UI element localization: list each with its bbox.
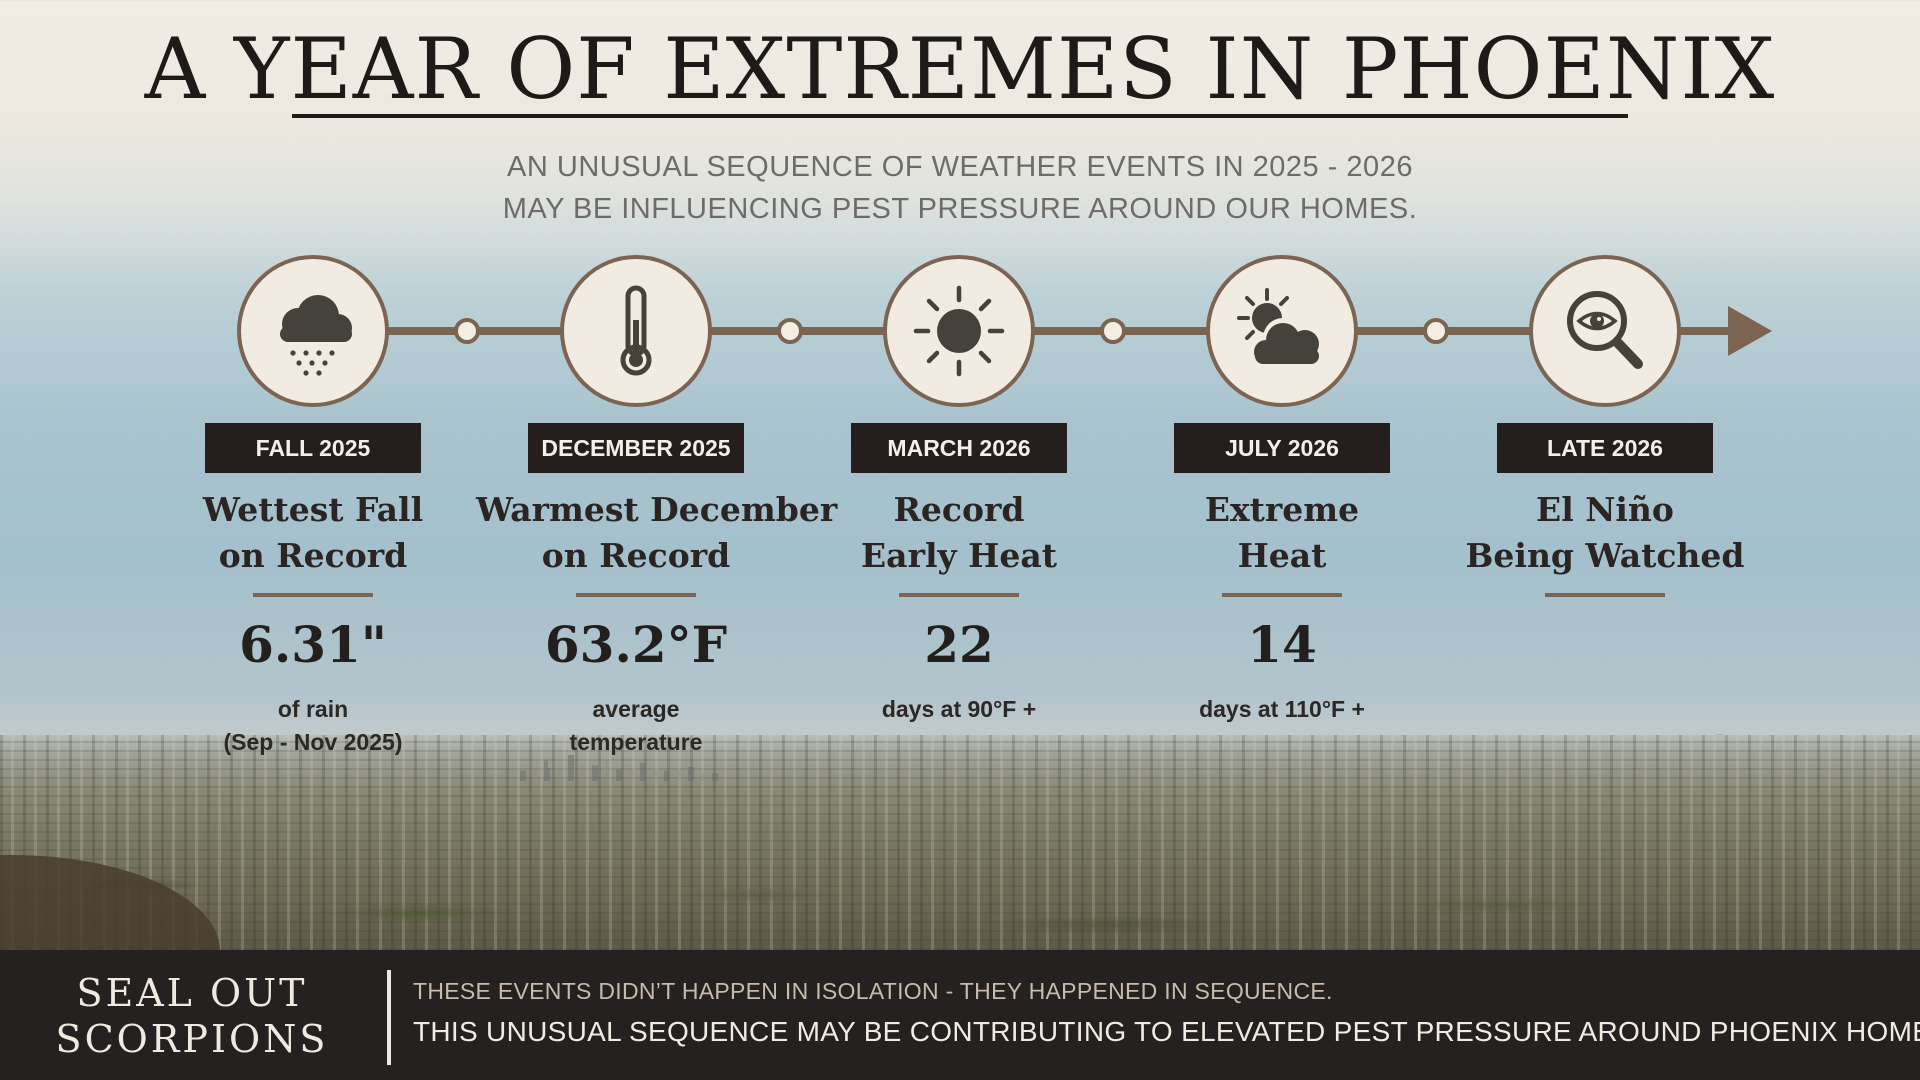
event-stat: 63.2°F	[544, 615, 728, 674]
icon-circle-july-2026	[1206, 255, 1358, 407]
event-divider	[576, 593, 696, 597]
timeline-event-2: DECEMBER 2025 Warmest December on Record…	[476, 423, 838, 759]
event-title: Wettest Fall on Record	[153, 487, 473, 579]
subtitle-line-1: AN UNUSUAL SEQUENCE OF WEATHER EVENTS IN…	[507, 151, 1413, 183]
icon-circle-december-2025	[560, 255, 712, 407]
event-title: Extreme Heat	[1122, 487, 1442, 579]
event-stat: 14	[1247, 615, 1317, 674]
event-title-line-2: on Record	[218, 536, 408, 575]
event-title-line-2: on Record	[541, 536, 731, 575]
timeline-arrowhead	[1728, 306, 1772, 356]
period-badge: DECEMBER 2025	[528, 423, 744, 473]
event-title: El Niño Being Watched	[1445, 487, 1765, 579]
event-divider	[253, 593, 373, 597]
stat-label-line-1: days at 90°F +	[881, 696, 1037, 722]
event-title-line-2: Early Heat	[861, 536, 1057, 575]
footer-divider	[387, 970, 391, 1065]
stat-label-line-1: average	[592, 696, 680, 722]
timeline-event-5: LATE 2026 El Niño Being Watched	[1445, 423, 1765, 597]
timeline-connector-dot	[454, 318, 480, 344]
event-stat: 6.31"	[239, 615, 387, 674]
stat-label-line-2: temperature	[569, 729, 703, 755]
event-title-line-1: Warmest December	[476, 490, 838, 529]
event-stat-label: days at 110°F +	[1122, 693, 1442, 726]
timeline-connector-dot	[1423, 318, 1449, 344]
event-title-line-1: El Niño	[1536, 490, 1674, 529]
footer-note: THESE EVENTS DIDN’T HAPPEN IN ISOLATION …	[413, 978, 1333, 1004]
event-title-line-2: Being Watched	[1465, 536, 1745, 575]
brand-line-1: SEAL OUT	[76, 971, 308, 1015]
footer-message: THIS UNUSUAL SEQUENCE MAY BE CONTRIBUTIN…	[413, 1016, 1920, 1047]
event-title: Warmest December on Record	[476, 487, 838, 579]
event-divider	[1545, 593, 1665, 597]
event-stat-label: average temperature	[476, 693, 796, 759]
stat-label-line-1: of rain	[277, 696, 349, 722]
period-badge: MARCH 2026	[851, 423, 1067, 473]
page-subtitle: AN UNUSUAL SEQUENCE OF WEATHER EVENTS IN…	[0, 146, 1920, 230]
timeline-event-1: FALL 2025 Wettest Fall on Record 6.31" o…	[153, 423, 473, 759]
brand-logo: SEAL OUT SCORPIONS	[42, 970, 342, 1062]
event-title-line-1: Wettest Fall	[202, 490, 424, 529]
period-badge: FALL 2025	[205, 423, 421, 473]
event-title-line-2: Heat	[1237, 536, 1327, 575]
event-stat-label: days at 90°F +	[799, 693, 1119, 726]
event-divider	[1222, 593, 1342, 597]
event-divider	[899, 593, 1019, 597]
rain-cloud-icon	[280, 295, 352, 376]
icon-circle-late-2026	[1529, 255, 1681, 407]
timeline-connector-dot	[777, 318, 803, 344]
event-title-line-1: Extreme	[1204, 490, 1360, 529]
timeline-event-3: MARCH 2026 Record Early Heat 22 days at …	[799, 423, 1119, 726]
period-badge: JULY 2026	[1174, 423, 1390, 473]
footer-bar: SEAL OUT SCORPIONS	[0, 950, 1920, 1080]
thermometer-icon	[620, 285, 652, 376]
event-title: Record Early Heat	[799, 487, 1119, 579]
timeline-connector-dot	[1100, 318, 1126, 344]
magnifying-glass-eye-icon	[1567, 291, 1643, 369]
event-stat-label: of rain (Sep - Nov 2025)	[153, 693, 473, 759]
icon-circle-march-2026	[883, 255, 1035, 407]
subtitle-line-2: MAY BE INFLUENCING PEST PRESSURE AROUND …	[502, 193, 1418, 225]
icon-circle-fall-2025	[237, 255, 389, 407]
event-title-line-1: Record	[893, 490, 1025, 529]
page-title: A YEAR OF EXTREMES IN PHOENIX	[144, 20, 1776, 118]
city-skyline-photo	[0, 735, 1920, 950]
title-underline	[292, 114, 1628, 118]
sun-icon	[913, 285, 1005, 377]
sun-behind-cloud-icon	[1237, 288, 1322, 365]
brand-line-2: SCORPIONS	[55, 1017, 329, 1061]
event-stat: 22	[924, 615, 994, 674]
stat-label-line-1: days at 110°F +	[1199, 696, 1365, 722]
timeline-event-4: JULY 2026 Extreme Heat 14 days at 110°F …	[1122, 423, 1442, 726]
period-badge: LATE 2026	[1497, 423, 1713, 473]
stat-label-line-2: (Sep - Nov 2025)	[223, 729, 403, 755]
